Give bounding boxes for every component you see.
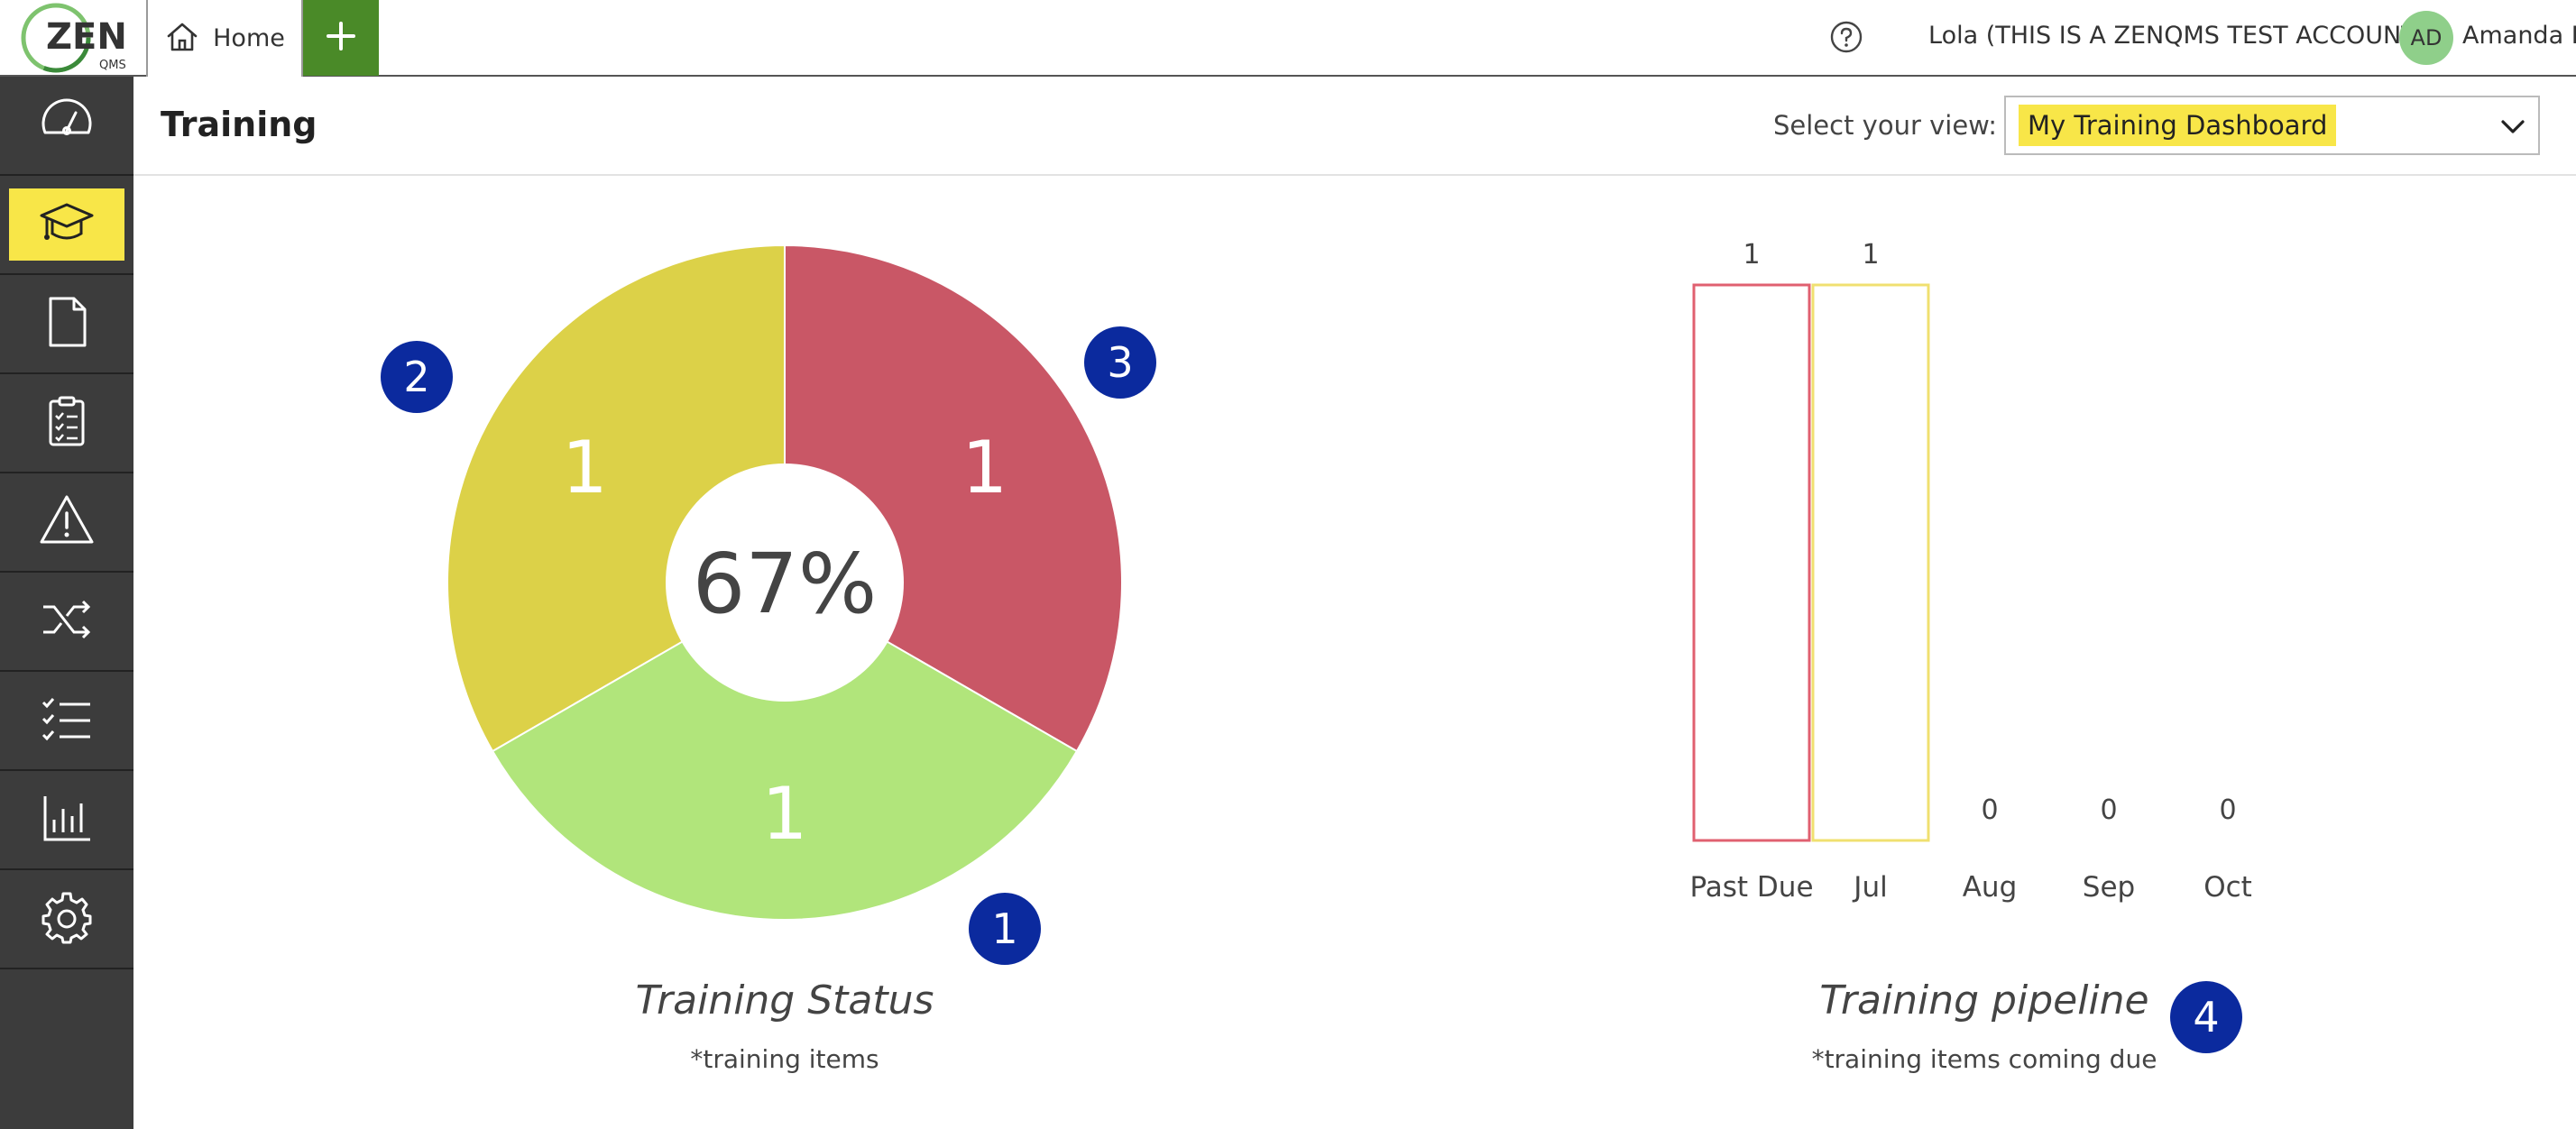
pipeline-bar[interactable] <box>1692 283 1811 842</box>
logo-text: ZEN <box>46 16 126 58</box>
pipeline-category-label: Aug <box>1963 871 2018 904</box>
donut-slice-label: 1 <box>961 426 1007 509</box>
pipeline-bar-value: 1 <box>1743 239 1760 271</box>
pipeline-bar-value: 0 <box>1981 794 1998 826</box>
header-divider <box>133 174 2576 176</box>
callout-badge-4: 4 <box>2170 981 2242 1053</box>
sidebar-item-training[interactable] <box>0 176 133 275</box>
top-bar-divider <box>0 75 2576 77</box>
user-name[interactable]: Amanda D <box>2462 22 2576 50</box>
pipeline-category-label: Past Due <box>1689 871 1813 904</box>
donut-center-label: 67% <box>693 536 877 632</box>
training-status-title: Training Status <box>635 978 934 1023</box>
gear-icon <box>38 888 96 950</box>
checklist-icon <box>38 690 96 751</box>
sidebar-item-settings[interactable] <box>0 870 133 969</box>
view-select-value: My Training Dashboard <box>2019 105 2337 146</box>
sidebar-item-audits[interactable] <box>0 374 133 473</box>
donut-slice-label: 1 <box>562 426 608 509</box>
training-pipeline-subtitle: *training items coming due <box>1811 1044 2157 1074</box>
tab-home-label: Home <box>213 24 285 52</box>
training-pipeline-title: Training pipeline <box>1819 978 2149 1023</box>
logo-subtext: QMS <box>99 59 126 72</box>
dashboard-gauge-icon <box>38 95 96 156</box>
callout-badge-3: 3 <box>1084 326 1156 399</box>
donut-slice-label: 1 <box>762 772 808 856</box>
warning-triangle-icon <box>38 491 96 553</box>
tab-home[interactable]: Home <box>146 0 303 77</box>
pipeline-bar-value: 0 <box>2100 794 2117 826</box>
shuffle-icon <box>38 591 96 652</box>
pipeline-category-label: Oct <box>2203 871 2252 904</box>
sidebar-item-changes[interactable] <box>0 573 133 672</box>
plus-icon <box>325 20 357 56</box>
donut-slice[interactable] <box>491 581 1079 921</box>
clipboard-checklist-icon <box>38 392 96 454</box>
top-bar: ZEN QMS Home Lola (THIS IS A ZENQMS TEST… <box>0 0 2576 77</box>
sidebar <box>0 77 133 1129</box>
callout-badge-1: 1 <box>969 893 1041 965</box>
sidebar-item-issues[interactable] <box>0 473 133 573</box>
pipeline-category-label: Sep <box>2083 871 2135 904</box>
callout-badge-2: 2 <box>381 341 453 413</box>
donut-hole <box>666 464 904 702</box>
view-select-dropdown[interactable]: My Training Dashboard <box>2004 96 2540 155</box>
home-icon <box>164 19 200 59</box>
view-select-label: Select your view: <box>1773 110 1998 141</box>
sidebar-item-documents[interactable] <box>0 275 133 374</box>
bar-chart-icon <box>38 789 96 850</box>
zenqms-logo[interactable]: ZEN QMS <box>16 2 127 74</box>
training-pipeline-bar-chart: 1 Past Due 1 Jul 0 Aug 0 Sep 0 Oct <box>1689 239 2252 904</box>
account-name[interactable]: Lola (THIS IS A ZENQMS TEST ACCOUNT) <box>1928 22 2426 50</box>
sidebar-item-reports[interactable] <box>0 771 133 870</box>
graduation-cap-icon <box>38 194 96 255</box>
sidebar-item-tasks[interactable] <box>0 672 133 771</box>
sidebar-item-dashboard[interactable] <box>0 77 133 176</box>
training-status-donut-chart: 1 1 1 67% <box>446 243 1123 921</box>
document-icon <box>38 293 96 354</box>
pipeline-bar-value: 0 <box>2219 794 2236 826</box>
pipeline-bar[interactable] <box>1811 283 1930 842</box>
chevron-down-icon <box>2497 110 2529 142</box>
avatar[interactable]: AD <box>2399 11 2453 65</box>
pipeline-bar-value: 1 <box>1862 239 1879 271</box>
help-icon[interactable] <box>1829 20 1863 54</box>
page-title: Training <box>161 105 317 144</box>
training-status-subtitle: *training items <box>690 1044 879 1074</box>
add-tab-button[interactable] <box>303 0 379 76</box>
pipeline-category-label: Jul <box>1852 871 1887 904</box>
